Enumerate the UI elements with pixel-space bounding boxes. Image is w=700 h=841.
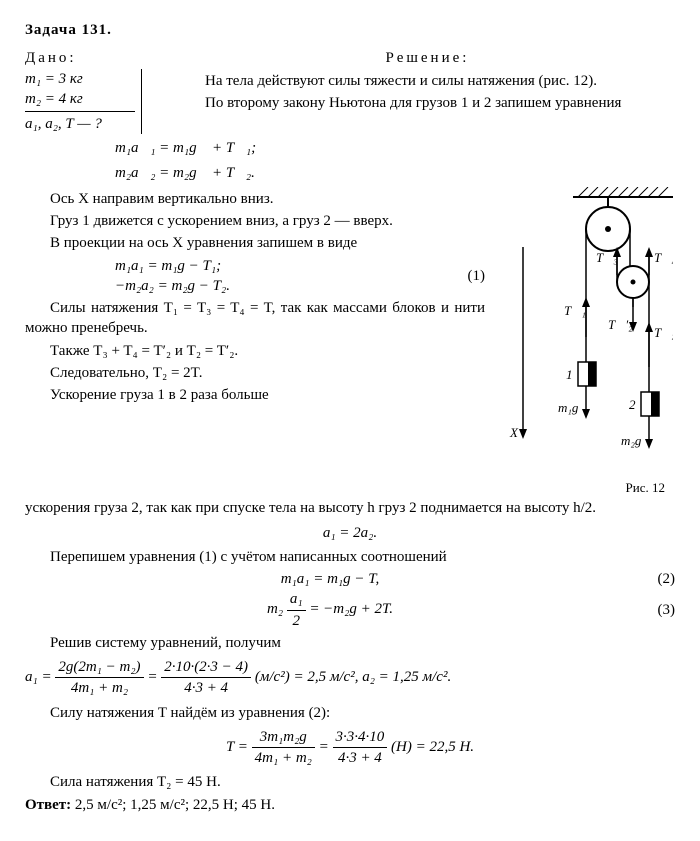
fig-t4-label: T⃗₄: [654, 250, 673, 265]
fig-t3-label: T⃗₃: [596, 250, 618, 265]
equation-vec-2: m₂a⃗₂ = m₂g⃗ + T⃗₂.: [25, 163, 675, 183]
paragraph-12: Силу натяжения T найдём из уравнения (2)…: [25, 703, 675, 723]
paragraph-9a: Ускорение груза 1 в 2 раза больше: [25, 385, 485, 405]
paragraph-9b: ускорения груза 2, так как при спуске те…: [25, 498, 675, 518]
given-block: Дано: m₁ = 3 кг m₂ = 4 кг a₁, a₂, T — ?: [25, 48, 180, 134]
problem-title: Задача 131.: [25, 20, 675, 40]
answer-line: Ответ: 2,5 м/с²; 1,25 м/с²; 22,5 Н; 45 Н…: [25, 795, 675, 815]
given-divider: [25, 111, 135, 112]
figure-caption: Рис. 12: [485, 479, 675, 497]
equation-t-result: T = 3m₁m₂g4m₁ + m₂ = 3·3·4·104·3 + 4 (Н)…: [25, 727, 675, 769]
equation-3: m₂ a₁2 = −m₂g + 2T.: [25, 589, 635, 631]
equation-2: m₁a₁ = m₁g − T,: [25, 569, 635, 589]
fig-t2p-label: T⃗′₂: [608, 317, 633, 332]
fig-m1g-label: m₁g⃗: [558, 400, 589, 415]
fig-t1-label: T⃗₁: [564, 303, 586, 318]
equation-number-1: (1): [445, 266, 485, 286]
paragraph-11: Решив систему уравнений, получим: [25, 633, 675, 653]
given-label: Дано:: [25, 48, 180, 68]
given-line-1: m₁ = 3 кг: [25, 69, 135, 89]
figure-12: X T⃗₁ T⃗₃ T⃗₄ T⃗′₂ T⃗₂ m₁g⃗ m₂g⃗ 1 2 Рис…: [485, 187, 675, 497]
paragraph-6: Силы натяжения T₁ = T₃ = T₄ = T, так как…: [25, 298, 485, 339]
fig-m2g-label: m₂g⃗: [621, 433, 652, 448]
fig-t2-label: T⃗₂: [654, 325, 673, 340]
equation-proj-1: m₁a₁ = m₁g − T₁;: [25, 256, 445, 276]
equation-number-2: (2): [635, 569, 675, 589]
fig-x-label: X: [509, 425, 519, 440]
equation-number-3: (3): [635, 600, 675, 620]
paragraph-8: Следовательно, T₂ = 2T.: [25, 363, 485, 383]
equation-a1-result: a₁ = 2g(2m₁ − m₂)4m₁ + m₂ = 2·10·(2·3 − …: [25, 657, 675, 699]
paragraph-2: По второму закону Ньютона для грузов 1 и…: [180, 93, 675, 113]
paragraph-4: Груз 1 движется с ускорением вниз, а гру…: [25, 211, 485, 231]
answer-label: Ответ:: [25, 797, 71, 813]
given-find: a₁, a₂, T — ?: [25, 114, 135, 134]
paragraph-5: В проекции на ось X уравнения запишем в …: [25, 233, 485, 253]
paragraph-10: Перепишем уравнения (1) с учётом написан…: [25, 547, 675, 567]
paragraph-3: Ось X направим вертикально вниз.: [25, 189, 485, 209]
paragraph-13: Сила натяжения T₂ = 45 Н.: [25, 772, 675, 792]
fig-weight1-label: 1: [566, 367, 573, 382]
equation-vec-1: m₁a⃗₁ = m₁g⃗ + T⃗₁;: [25, 138, 675, 158]
solution-label: Решение:: [180, 48, 675, 68]
given-line-2: m₂ = 4 кг: [25, 89, 135, 109]
equation-proj-2: −m₂a₂ = m₂g − T₂.: [25, 276, 445, 296]
equation-a-relation: a₁ = 2a₂.: [25, 523, 675, 543]
paragraph-1: На тела действуют силы тяжести и силы на…: [180, 71, 675, 91]
fig-weight2-label: 2: [629, 397, 636, 412]
paragraph-7: Также T₃ + T₄ = T′₂ и T₂ = T′₂.: [25, 341, 485, 361]
